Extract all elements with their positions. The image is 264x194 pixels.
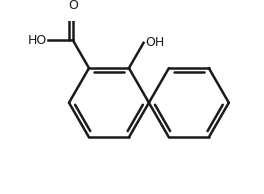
Text: HO: HO: [28, 34, 48, 47]
Text: O: O: [68, 0, 78, 12]
Text: OH: OH: [145, 36, 164, 49]
